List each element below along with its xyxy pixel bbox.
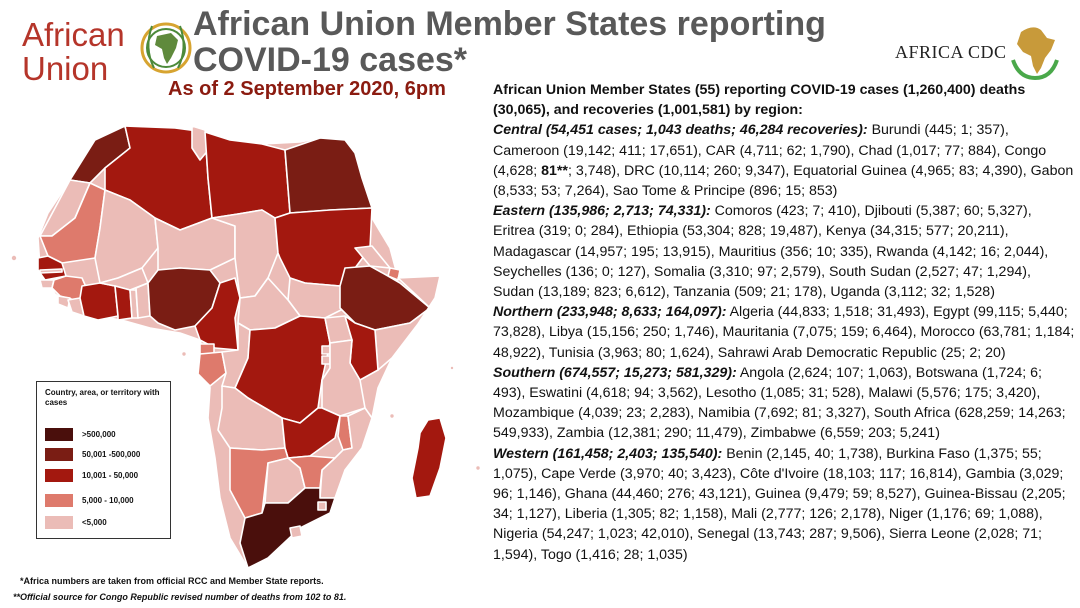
region-central: Central (54,451 cases; 1,043 deaths; 46,… [493,120,1075,201]
title-line-1: African Union Member States reporting [193,5,826,43]
country-tanzania [321,339,366,417]
region-western: Western (161,458; 2,403; 135,540): Benin… [493,444,1075,565]
region-body-cont: ; 3,748), DRC (10,114; 260; 9,347), Equa… [493,162,1074,200]
cdc-logo-text: AFRICA CDC [895,42,1007,62]
legend-swatch [45,516,73,529]
title-line-2: COVID-19 cases* [193,41,468,79]
country-burundi [321,355,331,365]
africa-cdc-emblem-icon [1011,27,1059,80]
page-title: African Union Member States reporting CO… [193,6,826,78]
country-seychelles [449,365,455,371]
region-heading: Southern (674,557; 15,273; 581,329): [493,364,737,381]
footnote-source: *Africa numbers are taken from official … [20,576,324,586]
legend-label: 50,001 -500,000 [82,450,141,459]
africa-covid-map [10,125,482,568]
region-body: Benin (2,145, 40; 1,738), Burkina Faso (… [493,445,1066,563]
country-cote-divoire [79,282,119,321]
region-southern: Southern (674,557; 15,273; 581,329): Ang… [493,363,1075,444]
au-logo-word-african: African [22,16,125,53]
country-rwanda [321,345,331,355]
legend-swatch [45,448,73,461]
footnote-congo: **Official source for Congo Republic rev… [13,592,347,602]
country-gambia [39,268,63,274]
country-lesotho [289,525,303,539]
country-egypt [284,137,373,214]
congo-deaths-revised: 81** [541,162,568,179]
region-eastern: Eastern (135,986; 2,713; 74,331): Comoro… [493,201,1075,302]
legend-label: >500,000 [82,430,116,439]
country-cape-verde [10,254,18,262]
au-logo-word-union: Union [22,50,109,87]
country-sierra-leone [57,295,71,309]
au-emblem-icon [140,22,192,74]
map-legend: Country, area, or territory with cases >… [36,381,171,539]
legend-label: 10,001 - 50,000 [82,471,139,480]
report-date: As of 2 September 2020, 6pm [168,78,446,100]
country-mauritius [474,464,482,472]
region-heading: Central (54,451 cases; 1,043 deaths; 46,… [493,122,868,139]
legend-swatch [45,494,73,507]
region-body: Burundi (445; 1; 357), Cameroon (19,142;… [493,122,1047,179]
african-union-logo: African Union [22,14,192,87]
legend-title: Country, area, or territory with cases [45,388,160,407]
country-zimbabwe [287,455,336,489]
region-heading: Northern (233,948; 8,633; 164,097): [493,304,727,321]
legend-label: <5,000 [82,518,107,527]
africa-cdc-logo: AFRICA CDC [895,20,1070,85]
summary-text: African Union Member States (55) reporti… [493,80,1075,565]
country-ghana [114,285,133,321]
legend-label: 5,000 - 10,000 [82,496,134,505]
country-madagascar [411,417,447,499]
region-body: Comoros (423; 7; 410), Djibouti (5,387; … [493,203,1049,301]
country-comoros [388,412,396,420]
country-cameroon [194,277,241,351]
legend-swatch [45,428,73,441]
country-sao-tome-principe [180,350,188,358]
legend-swatch [45,469,73,482]
country-south-africa [239,487,336,568]
country-niger [154,217,236,271]
region-northern: Northern (233,948; 8,633; 164,097): Alge… [493,302,1075,363]
region-heading: Western (161,458; 2,403; 135,540): [493,445,723,462]
summary-intro: African Union Member States (55) reporti… [493,82,1026,119]
country-eswatini [317,501,327,511]
region-body: Algeria (44,833; 1,518; 31,493), Egypt (… [493,304,1075,361]
country-gabon [197,351,227,387]
region-heading: Eastern (135,986; 2,713; 74,331): [493,203,711,220]
country-somalia [374,275,441,371]
region-body: Angola (2,624; 107; 1,063), Botswana (1,… [493,364,1066,442]
